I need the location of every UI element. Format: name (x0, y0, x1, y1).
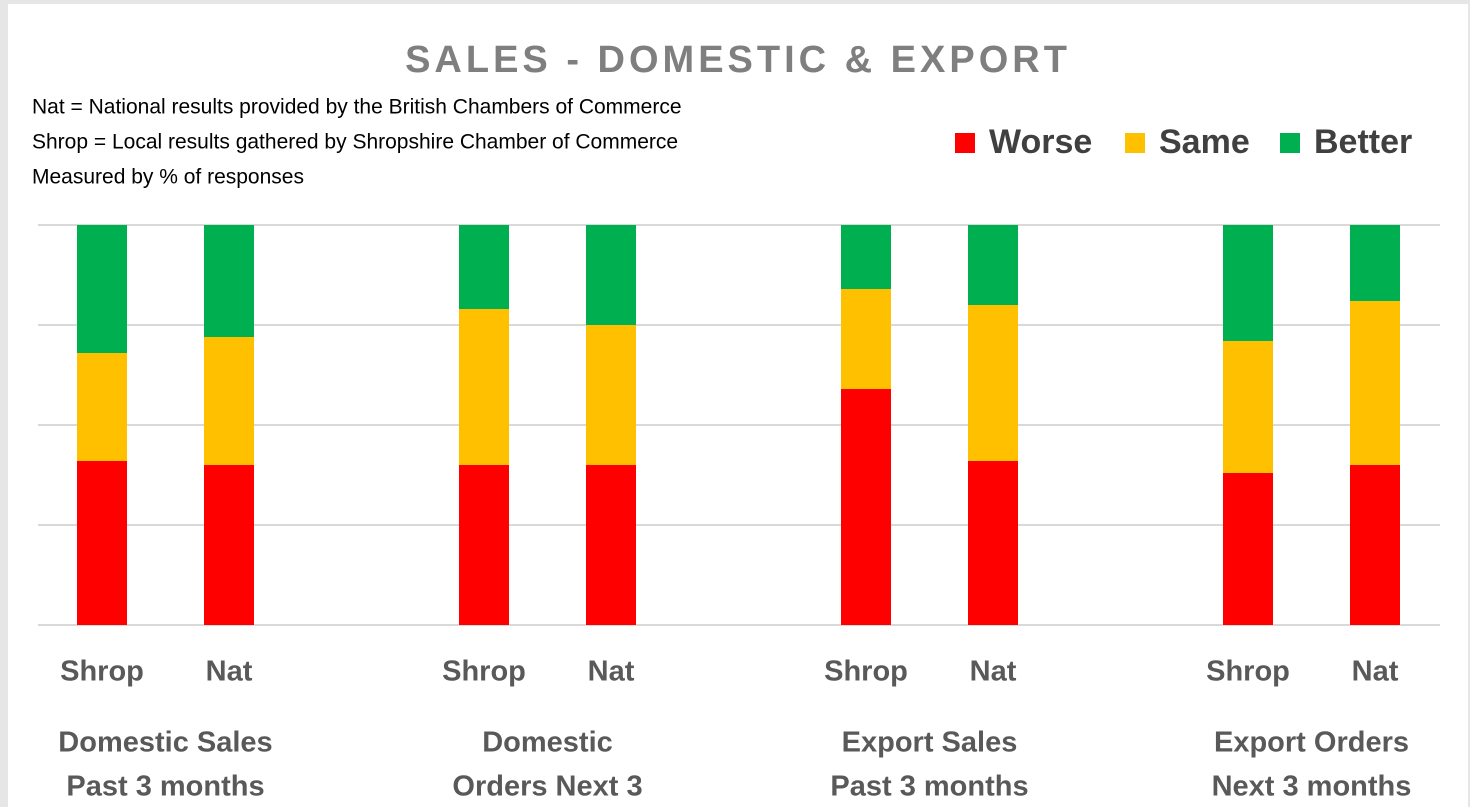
chart-title: SALES - DOMESTIC & EXPORT (405, 39, 1071, 81)
bar-segment (586, 465, 636, 625)
bar-segment (204, 337, 254, 465)
bar-segment (1350, 225, 1400, 301)
bar-segment (459, 309, 509, 465)
bar-segment (459, 225, 509, 309)
x-tick-label: Shrop (1206, 656, 1290, 688)
legend-label: Same (1159, 123, 1250, 161)
legend-swatch (1280, 133, 1300, 153)
group-label: Export Orders (1214, 727, 1409, 759)
bar-segment (77, 225, 127, 353)
bar-segment (204, 465, 254, 625)
x-tick-label: Nat (588, 656, 635, 688)
note: Nat = National results provided by the B… (32, 96, 682, 119)
bar-segment (841, 225, 891, 289)
bar-segment (77, 353, 127, 461)
legend-label: Worse (989, 123, 1092, 161)
x-tick-label: Shrop (60, 656, 144, 688)
group-label: Domestic Sales (58, 727, 272, 759)
legend-swatch (955, 133, 975, 153)
group-label: Past 3 months (66, 771, 264, 803)
bar-segment (968, 225, 1018, 305)
note: Shrop = Local results gathered by Shrops… (32, 131, 678, 154)
bar-segment (586, 225, 636, 325)
x-tick-label: Nat (970, 656, 1017, 688)
bar-segment (1223, 341, 1273, 473)
bar-segment (841, 289, 891, 389)
x-tick-label: Nat (206, 656, 253, 688)
note: Measured by % of responses (32, 166, 304, 189)
x-tick-label: Shrop (442, 656, 526, 688)
group-label: Past 3 months (830, 771, 1028, 803)
group-label: Next 3 months (1212, 771, 1412, 803)
bar-segment (1350, 301, 1400, 465)
bar-segment (968, 305, 1018, 461)
legend-swatch (1125, 133, 1145, 153)
bar-segment (586, 325, 636, 465)
bar-segment (204, 225, 254, 337)
bar-segment (968, 461, 1018, 625)
x-tick-label: Nat (1352, 656, 1399, 688)
legend-label: Better (1314, 123, 1412, 161)
group-label: Domestic (482, 727, 613, 759)
bar-segment (841, 389, 891, 625)
bar-segment (1223, 225, 1273, 341)
bar-segment (1223, 473, 1273, 625)
group-label: Export Sales (842, 727, 1018, 759)
bar-segment (1350, 465, 1400, 625)
x-tick-label: Shrop (824, 656, 908, 688)
group-label: Orders Next 3 (452, 771, 642, 803)
bar-segment (77, 461, 127, 625)
bar-segment (459, 465, 509, 625)
